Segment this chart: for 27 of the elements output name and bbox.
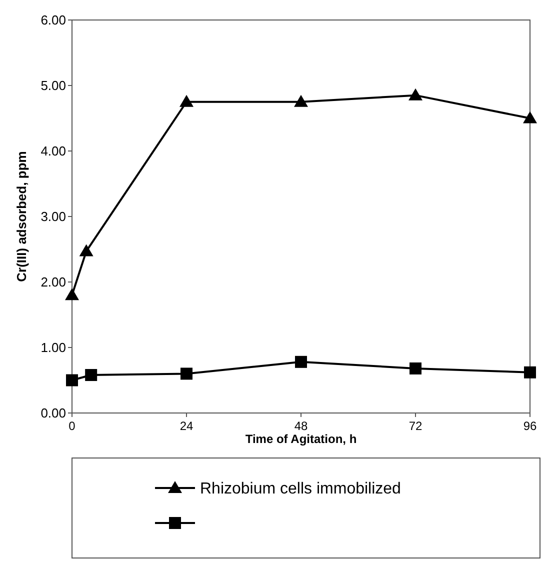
point xyxy=(65,288,79,300)
point xyxy=(294,94,308,107)
y-tick-label: 3.00 xyxy=(40,209,66,224)
y-tick-label: 4.00 xyxy=(40,144,66,159)
point xyxy=(524,366,536,378)
point xyxy=(79,244,94,256)
point xyxy=(408,88,422,100)
point xyxy=(180,368,192,380)
y-tick-label: 5.00 xyxy=(40,78,66,94)
point xyxy=(523,111,537,124)
point xyxy=(295,356,307,368)
point xyxy=(180,94,194,107)
point xyxy=(85,369,98,382)
y-axis-title: Cr(III) adsorbed, ppm xyxy=(14,151,29,282)
y-tick-label: 0.00 xyxy=(40,406,66,421)
y-tick-label: 2.00 xyxy=(40,274,66,290)
x-tick-label: 72 xyxy=(408,419,422,433)
x-tick-label: 0 xyxy=(68,419,76,433)
y-tick-label: 1.00 xyxy=(40,340,66,356)
x-tick-label: 96 xyxy=(523,419,537,433)
x-tick-label: 48 xyxy=(294,419,308,433)
point xyxy=(66,374,78,386)
legend-label: Rhizobium cells immobilized xyxy=(200,480,401,498)
x-tick-label: 24 xyxy=(180,419,194,433)
point xyxy=(410,362,422,374)
y-tick-label: 6.00 xyxy=(40,12,66,28)
x-axis-title: Time of Agitation, h xyxy=(245,432,357,446)
